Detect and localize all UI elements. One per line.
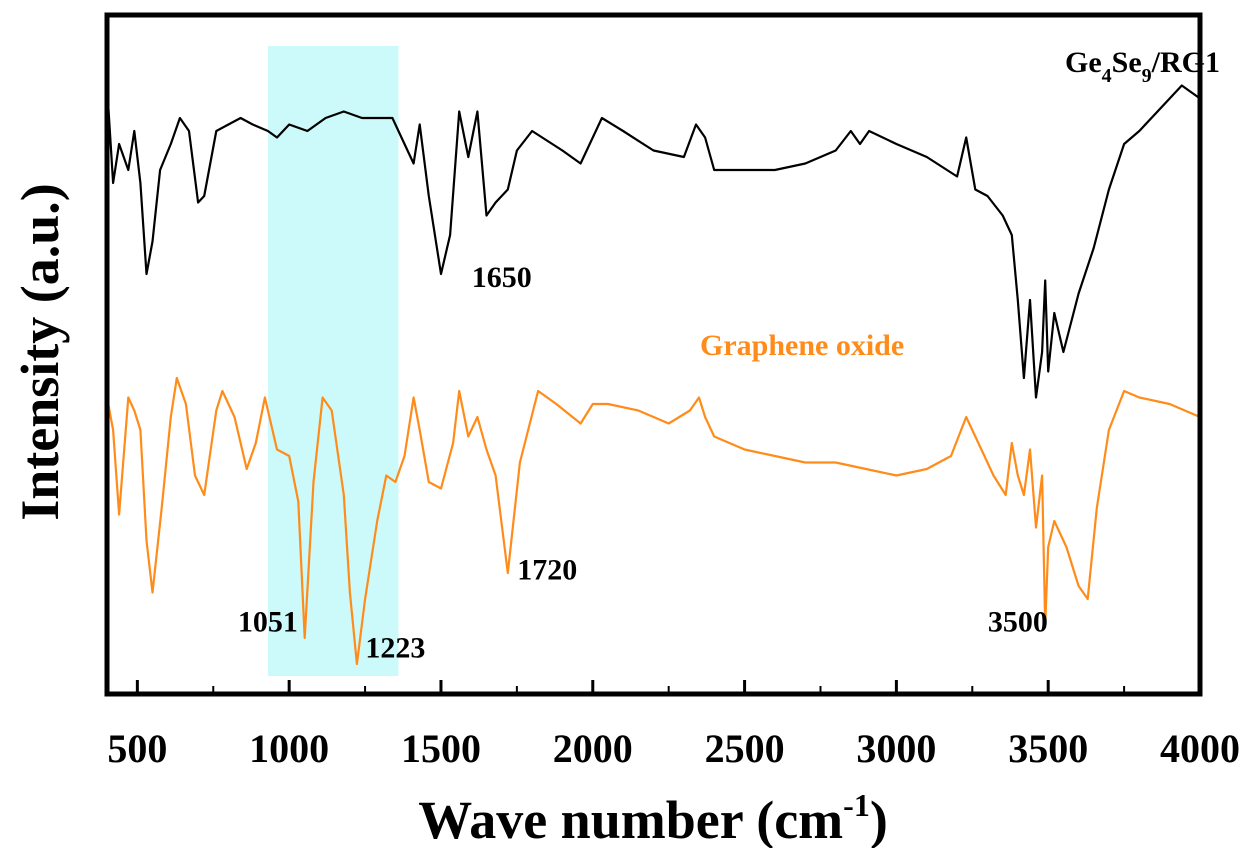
- highlight-region: [267, 46, 399, 676]
- x-axis-title: Wave number (cm-1): [418, 787, 888, 848]
- series-layer: [105, 84, 1201, 666]
- y-axis-title: Intensity (a.u.): [10, 183, 70, 521]
- x-tick-label: 2000: [553, 726, 633, 771]
- series-label-graphene-oxide: Graphene oxide: [700, 329, 904, 362]
- series-label-ge4se9: Ge4Se9/RG1: [1065, 46, 1220, 87]
- series-line-ge4se9-rg1: [105, 84, 1201, 399]
- annotation-3500: 3500: [988, 606, 1048, 639]
- x-tick-label: 500: [107, 726, 167, 771]
- x-tick-label: 3000: [856, 726, 936, 771]
- peak-annotations: 1650 1720 1051 1223 3500: [238, 261, 1048, 665]
- annotation-1051: 1051: [238, 606, 298, 639]
- annotation-1223: 1223: [365, 632, 425, 665]
- series-line-graphene-oxide: [105, 376, 1201, 666]
- x-tick-label: 2500: [705, 726, 785, 771]
- x-tick-label: 4000: [1160, 726, 1240, 771]
- x-tick-labels: 500 1000 1500 2000 2500 3000 3500 4000: [107, 726, 1240, 771]
- plot-frame: [104, 12, 1203, 697]
- annotation-1650: 1650: [472, 261, 532, 294]
- x-tick-label: 1500: [401, 726, 481, 771]
- x-tick-label: 1000: [249, 726, 329, 771]
- annotation-1720: 1720: [517, 554, 577, 587]
- x-tick-label: 3500: [1008, 726, 1088, 771]
